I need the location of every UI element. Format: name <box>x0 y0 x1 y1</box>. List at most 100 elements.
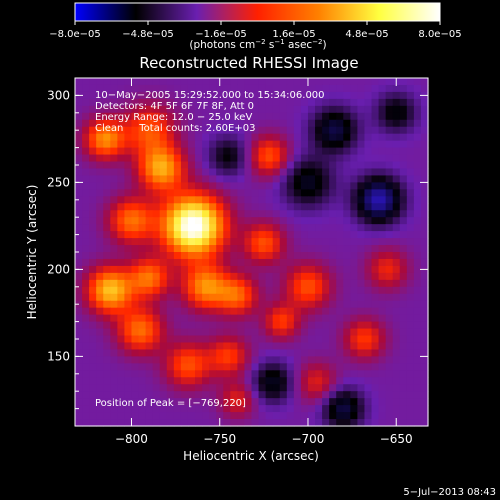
heatmap-cell <box>89 154 97 163</box>
heatmap-cell <box>385 363 394 371</box>
heatmap-cell <box>223 91 231 100</box>
heatmap-cell <box>82 196 90 204</box>
heatmap-cell <box>378 370 387 378</box>
heatmap-cell <box>89 203 97 211</box>
heatmap-cell <box>230 182 238 190</box>
heatmap-cell <box>117 84 126 93</box>
heatmap-cell <box>329 238 337 246</box>
heatmap-cell <box>251 272 260 281</box>
heatmap-cell <box>307 182 316 190</box>
heatmap-cell <box>315 321 323 330</box>
heatmap-cell <box>89 231 97 239</box>
heatmap-cell <box>244 175 253 183</box>
heatmap-cell <box>392 231 401 239</box>
heatmap-cell <box>187 98 196 107</box>
heatmap-cell <box>89 224 97 232</box>
heatmap-cell <box>329 217 337 225</box>
heatmap-cell <box>322 405 330 413</box>
heatmap-cell <box>406 272 415 281</box>
heatmap-cell <box>166 279 175 288</box>
heatmap-cell <box>258 126 267 135</box>
heatmap-cell <box>216 335 224 344</box>
heatmap-cell <box>237 398 246 406</box>
heatmap-cell <box>173 147 182 156</box>
heatmap-cell <box>216 293 224 302</box>
heatmap-cell <box>406 126 415 135</box>
heatmap-cell <box>420 105 429 114</box>
heatmap-cell <box>406 147 415 156</box>
heatmap-cell <box>293 377 302 385</box>
heatmap-cell <box>286 168 295 177</box>
heatmap-cell <box>103 412 111 420</box>
heatmap-cell <box>336 217 344 225</box>
heatmap-cell <box>138 147 147 156</box>
heatmap-cell <box>237 300 246 309</box>
heatmap-cell <box>371 419 380 427</box>
heatmap-cell <box>258 231 267 239</box>
heatmap-cell <box>166 391 175 399</box>
heatmap-cell <box>244 182 253 190</box>
heatmap-cell <box>265 279 274 288</box>
heatmap-cell <box>322 245 330 253</box>
heatmap-cell <box>329 349 337 357</box>
heatmap-cell <box>110 238 118 246</box>
heatmap-cell <box>230 265 238 274</box>
heatmap-cell <box>117 307 126 316</box>
heatmap-cell <box>364 98 373 107</box>
heatmap-cell <box>152 126 161 135</box>
heatmap-cell <box>75 398 83 406</box>
heatmap-cell <box>124 126 133 135</box>
heatmap-cell <box>343 105 351 114</box>
heatmap-cell <box>124 84 133 93</box>
heatmap-cell <box>159 182 168 190</box>
heatmap-cell <box>350 182 358 190</box>
heatmap-cell <box>244 342 253 351</box>
heatmap-cell <box>152 300 161 309</box>
heatmap-cell <box>420 147 429 156</box>
heatmap-cell <box>413 133 422 142</box>
heatmap-cell <box>279 210 288 218</box>
heatmap-cell <box>138 335 147 344</box>
heatmap-cell <box>265 286 274 295</box>
heatmap-cell <box>258 140 267 149</box>
heatmap-cell <box>272 370 281 378</box>
heatmap-cell <box>117 252 126 260</box>
heatmap-cell <box>251 224 260 232</box>
heatmap-cell <box>399 391 408 399</box>
heatmap-cell <box>364 154 373 163</box>
heatmap-cell <box>385 335 394 344</box>
heatmap-cell <box>399 168 408 177</box>
heatmap-cell <box>159 91 168 100</box>
heatmap-cell <box>420 98 429 107</box>
heatmap-cell <box>371 391 380 399</box>
heatmap-cell <box>180 140 189 149</box>
heatmap-cell <box>103 335 111 344</box>
heatmap-cell <box>138 154 147 163</box>
heatmap-cell <box>187 405 196 413</box>
heatmap-cell <box>272 140 281 149</box>
heatmap-cell <box>230 210 238 218</box>
heatmap-cell <box>357 161 366 170</box>
heatmap-cell <box>371 196 380 204</box>
heatmap-cell <box>223 217 231 225</box>
heatmap-cell <box>251 119 260 128</box>
heatmap-cell <box>413 112 422 121</box>
heatmap-cell <box>138 91 147 100</box>
heatmap-cell <box>209 252 217 260</box>
heatmap-cell <box>145 203 154 211</box>
heatmap-cell <box>413 231 422 239</box>
heatmap-cell <box>343 154 351 163</box>
heatmap-cell <box>286 189 295 197</box>
heatmap-cell <box>237 384 246 392</box>
heatmap-cell <box>392 300 401 309</box>
heatmap-cell <box>406 419 415 427</box>
heatmap-cell <box>138 314 147 323</box>
heatmap-cell <box>286 300 295 309</box>
heatmap-cell <box>209 161 217 170</box>
heatmap-cell <box>343 293 351 302</box>
heatmap-cell <box>216 182 224 190</box>
heatmap-cell <box>399 140 408 149</box>
heatmap-cell <box>336 119 344 128</box>
heatmap-cell <box>230 105 238 114</box>
heatmap-cell <box>124 154 133 163</box>
